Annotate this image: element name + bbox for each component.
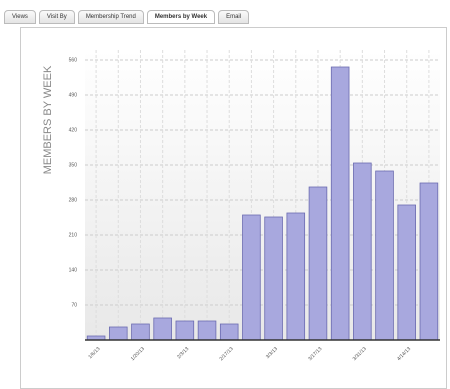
bar [353, 162, 372, 341]
bar [264, 216, 283, 341]
bar [197, 320, 217, 341]
bar [131, 323, 150, 341]
x-tick-label: 3/31/13 [352, 346, 368, 362]
bar [219, 323, 239, 341]
y-tick-label: 140 [69, 267, 78, 273]
bar [397, 204, 416, 341]
x-tick-label: 2/17/13 [219, 346, 235, 362]
bar [308, 186, 328, 341]
bar [109, 326, 128, 341]
y-tick-label: 350 [69, 162, 78, 168]
y-tick-label: 280 [69, 197, 78, 203]
x-tick-label: 2/3/13 [176, 346, 190, 360]
tab-bar: Views Visit By Membership Trend Members by … [4, 10, 250, 24]
x-tick-label: 3/17/13 [307, 346, 323, 362]
y-tick-label: 420 [69, 127, 78, 133]
bar [175, 320, 195, 341]
page: Views Visit By Membership Trend Members by … [4, 10, 447, 389]
x-tick-label: 1/20/13 [130, 346, 146, 362]
x-tick-label: 3/3/13 [265, 346, 279, 360]
bar [375, 170, 394, 341]
tab[interactable]: Members by Week [146, 10, 216, 24]
chart: MEMBERS BY WEEK 70 140 210 280 350 420 490 560 1… [42, 50, 440, 362]
y-axis-label: MEMBERS BY WEEK [42, 65, 54, 174]
tab[interactable]: Visit By [38, 10, 75, 24]
bar [286, 212, 306, 341]
tab[interactable]: Email [218, 10, 250, 24]
y-tick-label: 70 [71, 302, 77, 308]
y-tick-label: 490 [69, 92, 78, 98]
x-tick-label: 1/6/13 [87, 346, 101, 360]
tab[interactable]: Views [4, 10, 36, 24]
bar [330, 66, 350, 341]
bar [153, 317, 172, 341]
bar [242, 214, 261, 341]
x-tick-label: 4/14/13 [396, 346, 412, 362]
y-tick-label: 210 [69, 232, 78, 238]
tab[interactable]: Membership Trend [77, 10, 144, 24]
y-tick-label: 560 [69, 57, 78, 63]
bar [419, 182, 439, 341]
